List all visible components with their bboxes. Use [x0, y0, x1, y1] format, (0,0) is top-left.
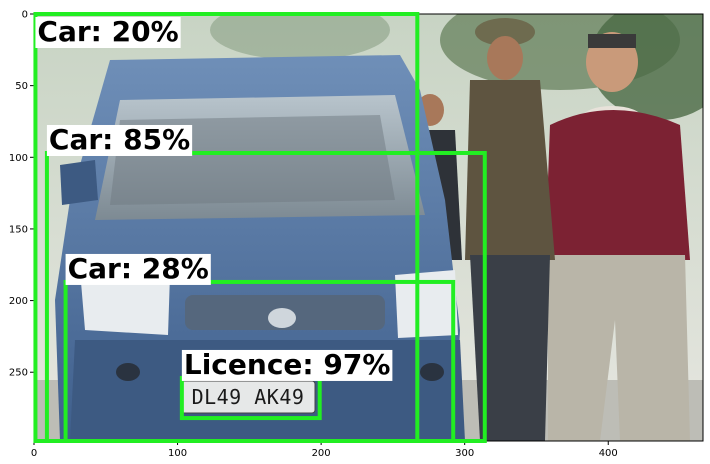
detection: Licence: 97% — [179, 348, 393, 421]
detection-box — [63, 279, 456, 444]
detection-label-background — [35, 17, 181, 48]
x-axis-ticks: 0 100 200 300 400 — [31, 441, 618, 459]
x-tick-label: 200 — [312, 448, 331, 459]
pedestrian-right — [545, 32, 690, 441]
pedestrian-officer — [465, 18, 555, 441]
y-tick-label: 250 — [9, 368, 28, 379]
detection-label: Car: 28% — [68, 252, 209, 285]
y-tick-label: 0 — [22, 10, 28, 21]
y-tick-label: 150 — [9, 224, 28, 235]
detection-label-background — [46, 124, 193, 156]
y-tick-label: 100 — [9, 153, 28, 164]
detection-label: Licence: 97% — [184, 348, 391, 381]
license-plate-text: DL49 AK49 — [192, 385, 305, 409]
detection-label: Car: 85% — [49, 123, 190, 156]
x-tick-label: 100 — [168, 448, 187, 459]
detection: Car: 28% — [63, 252, 456, 444]
detections: Car: 20% Car: 85% Car: 28% Licence: 97% — [33, 12, 487, 444]
y-tick-label: 50 — [15, 81, 28, 92]
x-tick-label: 0 — [31, 448, 37, 459]
car: DL49 AK49 — [55, 55, 465, 441]
detection-label-background — [65, 253, 211, 285]
x-tick-label: 300 — [455, 448, 474, 459]
detection-label: Car: 20% — [37, 15, 178, 48]
x-tick-label: 400 — [599, 448, 618, 459]
y-axis-ticks: 0 50 100 150 200 250 — [9, 10, 34, 379]
y-tick-label: 200 — [9, 296, 28, 307]
detection-label-background — [181, 349, 393, 381]
detection: Car: 20% — [33, 12, 420, 443]
